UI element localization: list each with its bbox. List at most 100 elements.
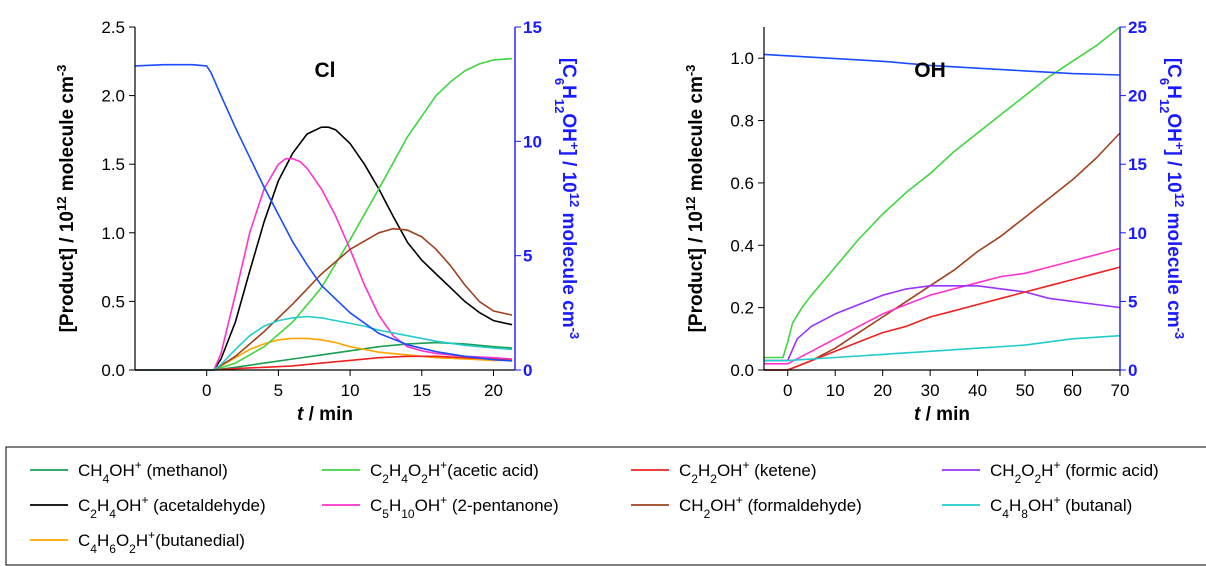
y2-tick-label: 25 [1128,18,1147,37]
series-line-butanal [764,334,1121,362]
legend-text-part: (ketene) [749,461,816,480]
legend-text-part: 2 [90,507,97,521]
y-tick-label: 1.0 [730,49,754,68]
legend-text-part: O [408,461,421,480]
legend-text-part: OH [116,496,142,515]
legend-text-part: C [679,461,691,480]
legend-text-part: + [148,528,155,542]
legend: CH4OH+ (methanol) C2H4O2H+(acetic acid) C2… [5,446,1206,566]
x-tick-label: 10 [341,381,360,400]
legend-text-part: (butanedial) [155,531,245,550]
legend-label-formaldehyde: CH2OH+ (formaldehyde) [679,493,862,521]
legend-text-part: C [370,461,382,480]
legend-text-part: + [736,493,743,507]
series-line-methanol [135,341,513,371]
legend-text-part: OH [1028,496,1054,515]
x-tick-label: 15 [412,381,431,400]
legend-text-part: 2 [129,542,136,556]
y2-tick-label: 15 [523,18,542,37]
legend-text-part: O [1021,461,1034,480]
legend-text-part: (methanol) [142,461,228,480]
legend-text-part: CH [78,461,103,480]
legend-text-part: 4 [109,507,116,521]
legend-label-butanedial: C4H6O2H+(butanedial) [78,528,245,556]
y2-tick-label: 5 [523,247,532,266]
legend-text-part: 8 [1021,507,1028,521]
legend-text-part: O [116,531,129,550]
x-tick-label: 20 [484,381,503,400]
legend-text-part: (formaldehyde) [743,496,862,515]
y2-axis-title: [C6H12OH+] / 1012 molecule cm-3 [553,58,583,339]
y2-tick-label: 15 [1128,155,1147,174]
y-tick-label: 0.2 [730,299,754,318]
legend-text-part: 2 [1034,472,1041,486]
y-tick-label: 1.0 [101,224,125,243]
legend-label-2-pentanone: C5H10OH+ (2-pentanone) [370,493,559,521]
x-tick-label: 5 [274,381,283,400]
y-tick-label: 0.5 [101,292,125,311]
x-tick-label: 40 [968,381,987,400]
legend-label-acetaldehyde: C2H4OH+ (acetaldehyde) [78,493,266,521]
legend-text-part: OH [415,496,441,515]
legend-text-part: OH [109,461,135,480]
legend-text-part: 2 [691,472,698,486]
y-tick-label: 2.5 [101,18,125,37]
x-axis-title: t / min [914,404,970,425]
legend-label-methanol: CH4OH+ (methanol) [78,458,228,486]
legend-text-part: 4 [401,472,408,486]
legend-text-part: H [136,531,148,550]
panel-cl: 0 5 10 15 20 0.0 0.5 1.0 1.5 2.0 2.5 0 5 10 15 Cl t / mi… [54,18,583,425]
series-line-hexanol-ion [763,53,1121,76]
legend-text-part: H [1041,461,1053,480]
legend-text-part: + [135,458,142,472]
legend-text-part: + [1053,493,1060,507]
y-tick-label: 0.0 [730,361,754,380]
legend-text-part: CH [990,461,1015,480]
x-tick-label: 0 [202,381,211,400]
legend-text-part: C [78,531,90,550]
y2-tick-label: 5 [1128,292,1137,311]
legend-label-formic-acid: CH2O2H+ (formic acid) [990,458,1159,486]
panel-title: Cl [315,59,336,82]
y-axis-title: [Product] / 1012 molecule cm-3 [54,65,79,333]
legend-text-part: + [440,458,447,472]
y2-tick-label: 20 [1128,87,1147,106]
legend-text-part: H [389,461,401,480]
series-line-formaldehyde [135,227,513,371]
series-line-ketene [764,266,1121,371]
legend-text-part: 4 [90,542,97,556]
x-axis-title: t / min [297,404,353,425]
legend-text-part: CH [679,496,704,515]
series-line-acetaldehyde [135,126,513,371]
legend-text-part: C [78,496,90,515]
legend-text-part: C [370,496,382,515]
x-tick-label: 70 [1111,381,1130,400]
legend-text-part: H [97,531,109,550]
y-axis-title: [Product] / 1012 molecule cm-3 [683,65,708,333]
legend-text-part: (acetaldehyde) [148,496,265,515]
legend-text-part: + [141,493,148,507]
legend-text-part: (formic acid) [1060,461,1158,480]
panel-oh: 0 10 20 30 40 50 60 70 0.0 0.2 0.4 0.6 0.8 1.0 0 5 10 15 2… [683,18,1188,425]
series-line-acetic-acid [135,57,513,371]
legend-text-part: (butanal) [1060,496,1132,515]
legend-text-part: H [389,496,401,515]
y2-tick-label: 10 [523,132,542,151]
x-tick-label: 30 [921,381,940,400]
y-tick-label: 0.8 [730,112,754,131]
x-tick-label: 10 [826,381,845,400]
series-line-acetic-acid [764,26,1121,359]
legend-text-part: (2-pentanone) [447,496,559,515]
legend-text-part: 6 [109,542,116,556]
legend-text-part: OH [717,461,743,480]
x-tick-label: 50 [1016,381,1035,400]
legend-text-part: 2 [1015,472,1022,486]
legend-label-ketene: C2H2OH+ (ketene) [679,458,817,486]
y2-tick-label: 0 [1128,361,1137,380]
legend-text-part: 2 [710,472,717,486]
x-tick-label: 60 [1063,381,1082,400]
series-line-formic-acid [764,284,1121,362]
y2-tick-label: 0 [523,361,532,380]
series-line-2-pentanone [135,157,513,371]
x-tick-label: 0 [783,381,792,400]
